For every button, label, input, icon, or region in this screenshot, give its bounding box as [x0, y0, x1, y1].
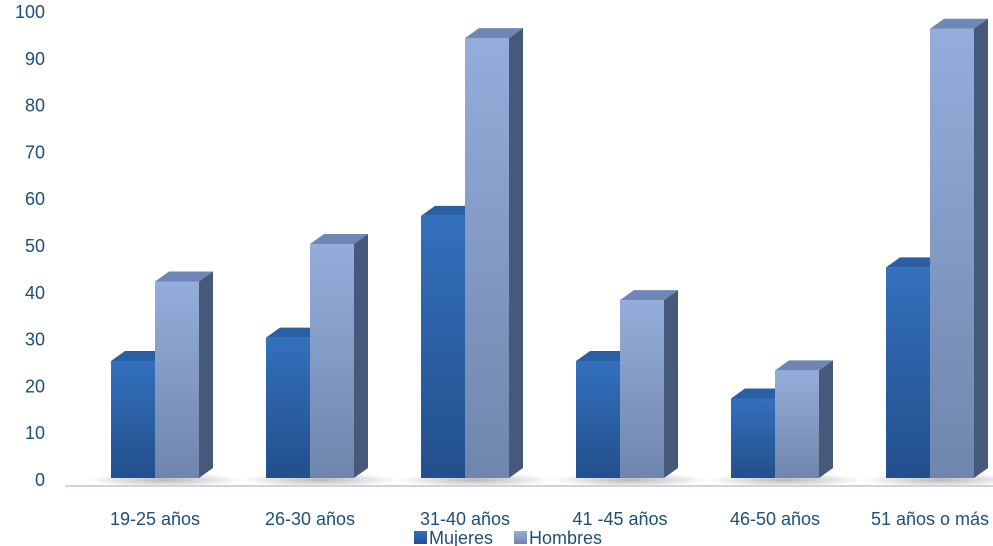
- y-tick-label: 60: [25, 189, 45, 209]
- bar: [930, 18, 988, 478]
- y-tick-label: 10: [25, 423, 45, 443]
- bar: [111, 351, 169, 478]
- y-tick-label: 0: [35, 470, 45, 490]
- bar-side: [509, 28, 523, 479]
- y-tick-label: 50: [25, 236, 45, 256]
- bar: [620, 290, 678, 478]
- bar-top: [421, 205, 479, 216]
- y-tick-label: 70: [25, 142, 45, 162]
- bar-front: [310, 244, 354, 478]
- legend-item: Mujeres: [414, 528, 493, 546]
- bar-top: [155, 271, 213, 282]
- bar-front: [620, 300, 664, 478]
- y-tick-label: 90: [25, 49, 45, 69]
- bar: [310, 234, 368, 478]
- legend-swatch: [414, 531, 427, 544]
- legend-label: Hombres: [529, 528, 602, 546]
- y-tick-label: 30: [25, 330, 45, 350]
- x-tick-label: 31-40 años: [420, 509, 510, 529]
- bar-side: [819, 360, 833, 478]
- bar-side: [354, 234, 368, 478]
- legend-item: Hombres: [514, 528, 602, 546]
- bar-front: [731, 398, 775, 478]
- bar-front: [111, 361, 155, 478]
- legend-label: Mujeres: [429, 528, 493, 546]
- y-tick-label: 20: [25, 376, 45, 396]
- bar-top: [465, 28, 523, 39]
- bar-front: [886, 267, 930, 478]
- legend: Mujeres Hombres: [414, 528, 602, 546]
- bar-front: [930, 28, 974, 478]
- bar-group: [397, 28, 553, 487]
- bar-side: [199, 271, 213, 478]
- bar-front: [465, 38, 509, 478]
- x-tick-label: 26-30 años: [265, 509, 355, 529]
- x-tick-label: 46-50 años: [730, 509, 820, 529]
- x-tick-label: 51 años o más: [871, 509, 989, 529]
- bar-top: [576, 351, 634, 361]
- y-tick-label: 100: [15, 2, 45, 22]
- bar-top: [266, 327, 324, 338]
- x-tick-label: 19-25 años: [110, 509, 200, 529]
- bar: [465, 28, 523, 479]
- bar-group: [862, 18, 993, 487]
- bar-top: [775, 360, 833, 371]
- bar-top: [111, 351, 169, 361]
- y-axis: 0 10 20 30 40 50 60 70 80 90 100: [15, 2, 45, 490]
- y-tick-label: 80: [25, 96, 45, 116]
- bar-side: [974, 18, 988, 478]
- bar-top: [620, 290, 678, 301]
- bar-side: [664, 290, 678, 478]
- bar-top: [731, 388, 789, 399]
- bar: [155, 271, 213, 478]
- bar-top: [886, 257, 944, 268]
- bar-group: [552, 290, 708, 487]
- plot-area: [87, 18, 993, 487]
- bar-group: [707, 360, 863, 487]
- legend-swatch: [514, 531, 527, 544]
- bar-front: [421, 215, 465, 479]
- bar-top: [930, 18, 988, 29]
- bar-front: [775, 370, 819, 478]
- bar-top: [310, 234, 368, 244]
- x-axis: 19-25 años 26-30 años 31-40 años 41 -45 año…: [110, 509, 989, 529]
- bar-front: [266, 337, 310, 478]
- y-tick-label: 40: [25, 283, 45, 303]
- bar-front: [155, 281, 199, 478]
- bar-front: [576, 361, 620, 478]
- bar-group: [242, 234, 398, 487]
- bar: [775, 360, 833, 478]
- bar-group: [87, 271, 243, 487]
- x-tick-label: 41 -45 años: [572, 509, 667, 529]
